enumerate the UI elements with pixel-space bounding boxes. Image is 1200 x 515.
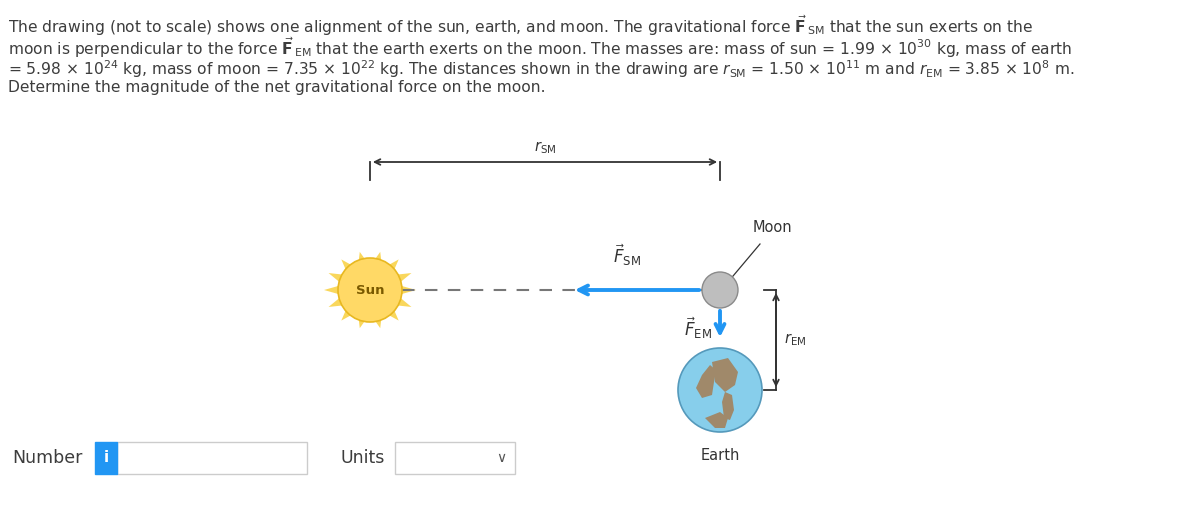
Text: = 5.98 $\times$ 10$^{24}$ kg, mass of moon = 7.35 $\times$ 10$^{22}$ kg. The dis: = 5.98 $\times$ 10$^{24}$ kg, mass of mo… [8,58,1074,80]
Polygon shape [706,412,728,428]
Text: Earth: Earth [701,448,739,463]
FancyBboxPatch shape [395,442,515,474]
Text: i: i [103,451,108,466]
Text: Units: Units [340,449,384,467]
Text: Moon: Moon [752,220,792,235]
Text: $\vec{F}_{\mathrm{EM}}$: $\vec{F}_{\mathrm{EM}}$ [684,315,712,341]
Text: Number: Number [12,449,83,467]
Polygon shape [696,365,716,398]
Polygon shape [722,392,734,420]
Text: $\vec{F}_{\mathrm{SM}}$: $\vec{F}_{\mathrm{SM}}$ [613,243,641,268]
Polygon shape [324,252,416,328]
Text: $r_{\mathrm{SM}}$: $r_{\mathrm{SM}}$ [534,139,556,156]
Text: Determine the magnitude of the net gravitational force on the moon.: Determine the magnitude of the net gravi… [8,80,546,95]
Text: Sun: Sun [355,283,384,297]
Text: $r_{\mathrm{EM}}$: $r_{\mathrm{EM}}$ [784,332,806,348]
Circle shape [702,272,738,308]
Polygon shape [712,358,738,392]
Text: The drawing (not to scale) shows one alignment of the sun, earth, and moon. The : The drawing (not to scale) shows one ali… [8,14,1033,38]
FancyBboxPatch shape [95,442,118,474]
Text: ∨: ∨ [496,451,506,465]
FancyBboxPatch shape [118,442,307,474]
Text: moon is perpendicular to the force $\vec{\mathbf{F}}_{\,\mathrm{EM}}$ that the e: moon is perpendicular to the force $\vec… [8,36,1073,60]
Circle shape [678,348,762,432]
Circle shape [338,258,402,322]
